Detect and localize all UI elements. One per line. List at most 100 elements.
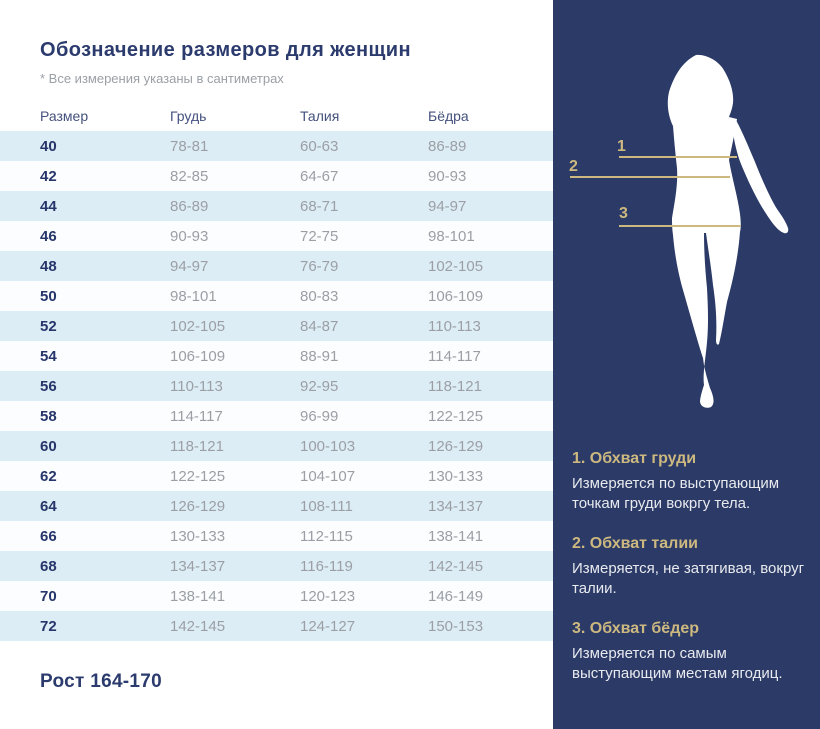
table-row: 56 110-113 92-95 118-121 [0,371,553,401]
column-header-waist: Талия [300,108,340,124]
size-cell: 72 [40,617,57,635]
marker-line-waist [570,176,730,178]
chest-cell: 138-141 [170,587,226,605]
hips-cell: 126-129 [428,437,484,455]
chest-cell: 122-125 [170,467,226,485]
table-row: 54 106-109 88-91 114-117 [0,341,553,371]
note-chest-heading: 1. Обхват груди [572,450,697,467]
marker-line-hips [619,225,741,227]
chest-cell: 98-101 [170,287,217,305]
hips-cell: 102-105 [428,257,484,275]
chest-cell: 142-145 [170,617,226,635]
hips-cell: 122-125 [428,407,484,425]
table-row: 48 94-97 76-79 102-105 [0,251,553,281]
size-cell: 66 [40,527,57,545]
table-row: 44 86-89 68-71 94-97 [0,191,553,221]
waist-cell: 112-115 [300,527,353,545]
table-row: 46 90-93 72-75 98-101 [0,221,553,251]
hips-cell: 110-113 [428,317,481,335]
column-header-size: Размер [40,108,89,124]
hips-cell: 118-121 [428,377,482,395]
note-hips: 3. Обхват бёдер Измеряется по самым выст… [572,620,808,684]
table-row: 70 138-141 120-123 146-149 [0,581,553,611]
waist-cell: 64-67 [300,167,339,185]
table-row: 68 134-137 116-119 142-145 [0,551,553,581]
chest-cell: 90-93 [170,227,209,245]
size-cell: 50 [40,287,57,305]
waist-cell: 108-111 [300,497,353,515]
size-cell: 46 [40,227,57,245]
size-cell: 40 [40,137,57,155]
waist-cell: 116-119 [300,557,353,575]
chest-cell: 130-133 [170,527,226,545]
chest-cell: 134-137 [170,557,226,575]
column-header-chest: Грудь [170,108,207,124]
units-note: * Все измерения указаны в сантиметрах [40,71,284,86]
hips-cell: 98-101 [428,227,475,245]
size-cell: 54 [40,347,57,365]
chest-cell: 118-121 [170,437,224,455]
hips-cell: 142-145 [428,557,484,575]
waist-cell: 76-79 [300,257,339,275]
page-title: Обозначение размеров для женщин [40,39,411,61]
hips-cell: 150-153 [428,617,484,635]
table-row: 64 126-129 108-111 134-137 [0,491,553,521]
chest-cell: 94-97 [170,257,209,275]
hips-cell: 86-89 [428,137,467,155]
waist-cell: 96-99 [300,407,339,425]
marker-label-waist: 2 [569,158,578,175]
chest-cell: 126-129 [170,497,226,515]
size-cell: 52 [40,317,57,335]
waist-cell: 104-107 [300,467,356,485]
chest-cell: 102-105 [170,317,226,335]
size-cell: 64 [40,497,57,515]
table-row: 42 82-85 64-67 90-93 [0,161,553,191]
waist-cell: 84-87 [300,317,339,335]
height-note: Рост 164-170 [40,671,163,692]
waist-cell: 72-75 [300,227,339,245]
note-chest-text: Измеряется по выступающим точкам груди в… [572,475,780,512]
table-row: 72 142-145 124-127 150-153 [0,611,553,641]
hips-cell: 146-149 [428,587,484,605]
measurement-notes: 1. Обхват груди Измеряется по выступающи… [572,450,808,705]
table-row: 40 78-81 60-63 86-89 [0,131,553,161]
chest-cell: 110-113 [170,377,223,395]
note-waist: 2. Обхват талии Измеряется, не затягивая… [572,535,808,599]
table-row: 66 130-133 112-115 138-141 [0,521,553,551]
hips-cell: 106-109 [428,287,484,305]
size-cell: 60 [40,437,57,455]
table-row: 58 114-117 96-99 122-125 [0,401,553,431]
chest-cell: 82-85 [170,167,209,185]
note-waist-text: Измеряется, не затягивая, вокруг талии. [572,560,805,597]
waist-cell: 92-95 [300,377,339,395]
size-cell: 56 [40,377,57,395]
content-area: Обозначение размеров для женщин * Все из… [0,39,553,692]
size-cell: 62 [40,467,57,485]
marker-label-hips: 3 [619,205,628,222]
waist-cell: 124-127 [300,617,356,635]
waist-cell: 100-103 [300,437,356,455]
size-table-body: 40 78-81 60-63 86-89 42 82-85 64-67 90-9… [0,131,553,641]
note-chest: 1. Обхват груди Измеряется по выступающи… [572,450,808,514]
chest-cell: 78-81 [170,137,209,155]
marker-line-chest [619,156,737,158]
column-header-hips: Бёдра [428,108,469,124]
hips-cell: 138-141 [428,527,484,545]
size-cell: 42 [40,167,57,185]
waist-cell: 80-83 [300,287,339,305]
hips-cell: 134-137 [428,497,484,515]
table-row: 50 98-101 80-83 106-109 [0,281,553,311]
size-cell: 58 [40,407,57,425]
waist-cell: 120-123 [300,587,356,605]
size-cell: 70 [40,587,57,605]
marker-label-chest: 1 [617,138,626,155]
table-header-row: Размер Грудь Талия Бёдра [0,101,553,131]
chest-cell: 106-109 [170,347,226,365]
female-silhouette [667,54,789,408]
size-cell: 68 [40,557,57,575]
size-cell: 44 [40,197,57,215]
hips-cell: 114-117 [428,347,481,365]
chest-cell: 86-89 [170,197,209,215]
waist-cell: 60-63 [300,137,339,155]
